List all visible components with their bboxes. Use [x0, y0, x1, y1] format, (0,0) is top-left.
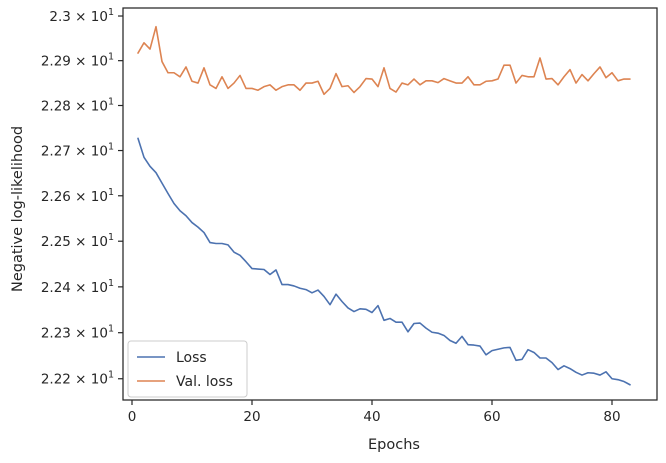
x-axis-title: Epochs: [368, 437, 420, 453]
y-tick-label: 2.24 × 101: [41, 278, 114, 296]
y-axis-title: Negative log-likelihood: [10, 126, 26, 292]
y-tick-label: 2.3 × 101: [49, 7, 114, 25]
y-tick-label: 2.26 × 101: [41, 187, 114, 205]
plot-lines: [137, 25, 631, 386]
y-tick-label: 2.25 × 101: [41, 232, 114, 250]
y-axis: 2.22 × 101 2.23 × 101 2.24 × 101 2.25 × 101…: [41, 7, 123, 388]
x-axis: 0 20 40 60 80: [128, 400, 621, 425]
y-tick-label: 2.22 × 101: [41, 370, 114, 388]
y-tick-label: 2.29 × 101: [41, 52, 114, 70]
legend-label-loss: Loss: [176, 350, 207, 366]
legend-box: [127, 340, 248, 398]
x-tick-label: 40: [363, 409, 380, 425]
legend-label-val-loss: Val. loss: [176, 374, 233, 390]
x-tick-label: 60: [483, 409, 500, 425]
x-tick-label: 0: [128, 409, 137, 425]
y-tick-label: 2.28 × 101: [41, 97, 114, 115]
x-tick-label: 20: [243, 409, 260, 425]
plot-frame: [122, 7, 658, 401]
y-tick-label: 2.27 × 101: [41, 142, 114, 160]
legend: Loss Val. loss: [127, 340, 248, 398]
x-tick-label: 80: [603, 409, 620, 425]
y-tick-label: 2.23 × 101: [41, 324, 114, 342]
series-line-loss: [137, 137, 631, 386]
series-line-val-loss: [137, 25, 631, 96]
